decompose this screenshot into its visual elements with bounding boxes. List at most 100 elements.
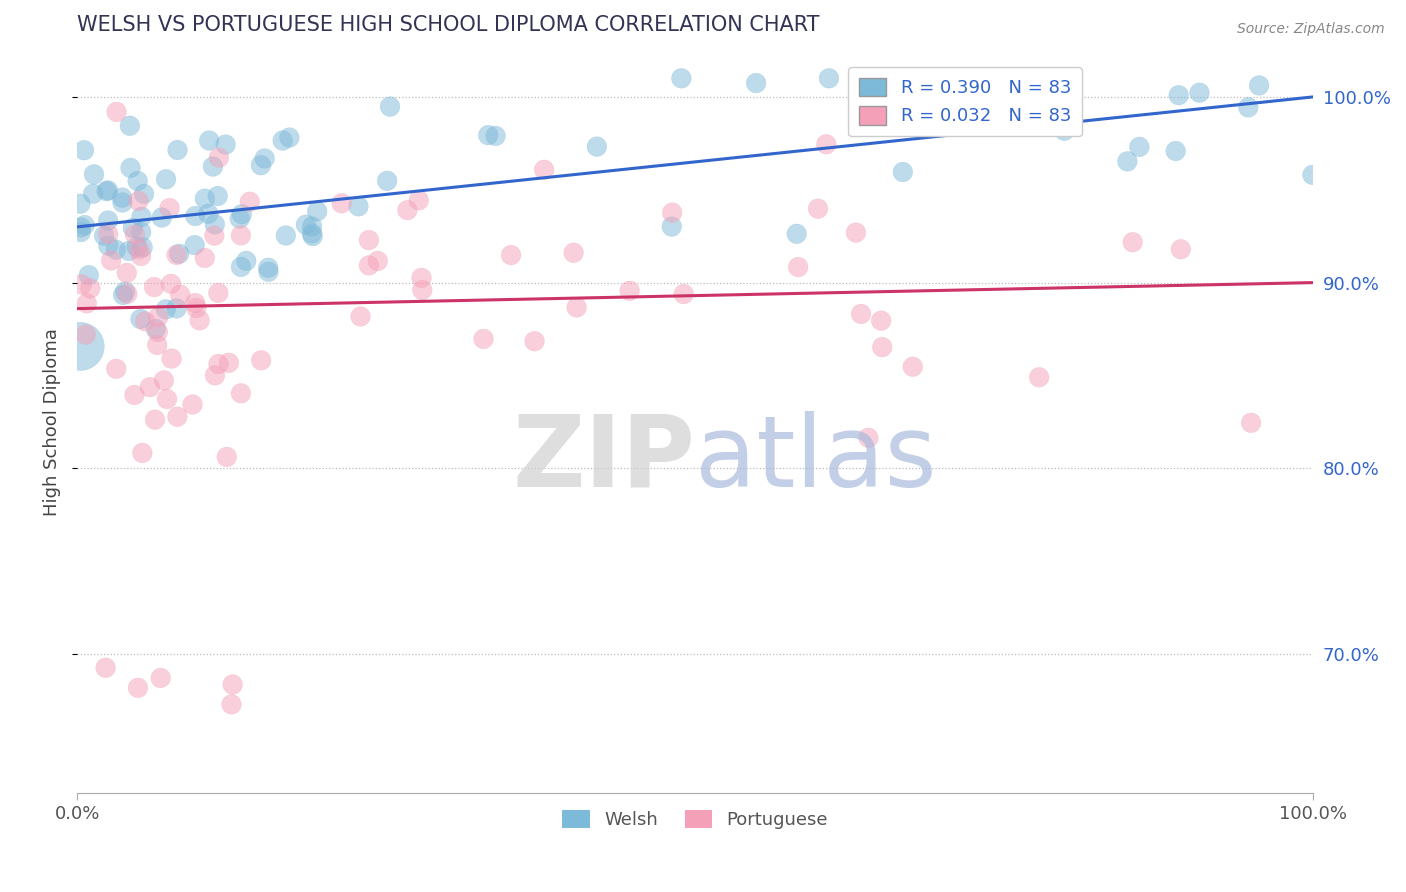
- Point: [134, 314, 156, 328]
- Point: [114, 285, 136, 299]
- Y-axis label: High School Diploma: High School Diploma: [44, 328, 60, 516]
- Point: [125, 240, 148, 254]
- Point: [97, 213, 120, 227]
- Point: [75, 327, 97, 342]
- Point: [1164, 144, 1187, 158]
- Point: [745, 76, 768, 90]
- Point: [169, 287, 191, 301]
- Point: [357, 233, 380, 247]
- Point: [231, 207, 253, 221]
- Point: [97, 183, 120, 197]
- Point: [1128, 140, 1150, 154]
- Point: [115, 266, 138, 280]
- Point: [472, 332, 495, 346]
- Point: [408, 194, 430, 208]
- Point: [818, 71, 841, 86]
- Point: [807, 202, 830, 216]
- Point: [235, 253, 257, 268]
- Point: [160, 277, 183, 291]
- Point: [93, 228, 115, 243]
- Point: [127, 681, 149, 695]
- Point: [127, 194, 149, 208]
- Point: [1028, 370, 1050, 384]
- Point: [131, 210, 153, 224]
- Point: [96, 184, 118, 198]
- Point: [73, 143, 96, 157]
- Point: [131, 446, 153, 460]
- Point: [104, 243, 127, 257]
- Point: [229, 386, 252, 401]
- Point: [484, 128, 506, 143]
- Point: [204, 368, 226, 383]
- Point: [411, 270, 433, 285]
- Point: [301, 227, 323, 241]
- Point: [183, 238, 205, 252]
- Point: [118, 119, 141, 133]
- Point: [207, 189, 229, 203]
- Point: [870, 313, 893, 327]
- Point: [849, 307, 872, 321]
- Point: [523, 334, 546, 349]
- Point: [208, 151, 231, 165]
- Text: Source: ZipAtlas.com: Source: ZipAtlas.com: [1237, 22, 1385, 37]
- Point: [565, 301, 588, 315]
- Point: [221, 677, 243, 691]
- Point: [250, 158, 273, 172]
- Point: [194, 192, 217, 206]
- Point: [143, 412, 166, 426]
- Point: [271, 134, 294, 148]
- Point: [278, 130, 301, 145]
- Point: [228, 211, 250, 226]
- Point: [186, 301, 208, 315]
- Point: [533, 162, 555, 177]
- Point: [214, 137, 236, 152]
- Point: [349, 310, 371, 324]
- Point: [870, 340, 893, 354]
- Point: [194, 251, 217, 265]
- Point: [160, 351, 183, 366]
- Point: [128, 242, 150, 256]
- Point: [1053, 124, 1076, 138]
- Point: [143, 280, 166, 294]
- Point: [562, 245, 585, 260]
- Point: [1170, 242, 1192, 256]
- Point: [129, 249, 152, 263]
- Point: [184, 296, 207, 310]
- Point: [202, 228, 225, 243]
- Point: [330, 196, 353, 211]
- Point: [1240, 416, 1263, 430]
- Text: atlas: atlas: [695, 410, 936, 508]
- Point: [367, 254, 389, 268]
- Point: [787, 260, 810, 274]
- Point: [70, 225, 93, 239]
- Point: [153, 373, 176, 387]
- Point: [146, 325, 169, 339]
- Point: [218, 356, 240, 370]
- Point: [815, 137, 838, 152]
- Point: [105, 361, 128, 376]
- Point: [127, 174, 149, 188]
- Point: [77, 268, 100, 282]
- Point: [73, 218, 96, 232]
- Point: [184, 209, 207, 223]
- Text: ZIP: ZIP: [512, 410, 695, 508]
- Point: [120, 161, 142, 175]
- Point: [97, 238, 120, 252]
- Point: [97, 227, 120, 242]
- Point: [499, 248, 522, 262]
- Point: [118, 244, 141, 258]
- Point: [100, 253, 122, 268]
- Point: [1188, 86, 1211, 100]
- Point: [207, 285, 229, 300]
- Point: [139, 380, 162, 394]
- Point: [891, 165, 914, 179]
- Point: [1237, 100, 1260, 114]
- Point: [1122, 235, 1144, 250]
- Point: [253, 152, 276, 166]
- Point: [70, 220, 93, 235]
- Point: [124, 388, 146, 402]
- Point: [166, 248, 188, 262]
- Point: [250, 353, 273, 368]
- Point: [197, 207, 219, 221]
- Point: [661, 219, 683, 234]
